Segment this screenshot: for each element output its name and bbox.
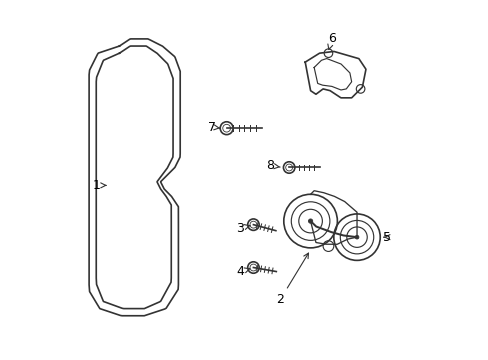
Circle shape [308,219,312,223]
Text: 2: 2 [276,253,308,306]
Text: 7: 7 [208,121,219,134]
Text: 5: 5 [382,231,390,244]
Circle shape [354,235,358,239]
Text: 4: 4 [236,265,249,278]
Text: 3: 3 [236,222,249,235]
Text: 1: 1 [92,179,106,192]
Text: 8: 8 [266,159,280,172]
Text: 6: 6 [327,32,335,49]
